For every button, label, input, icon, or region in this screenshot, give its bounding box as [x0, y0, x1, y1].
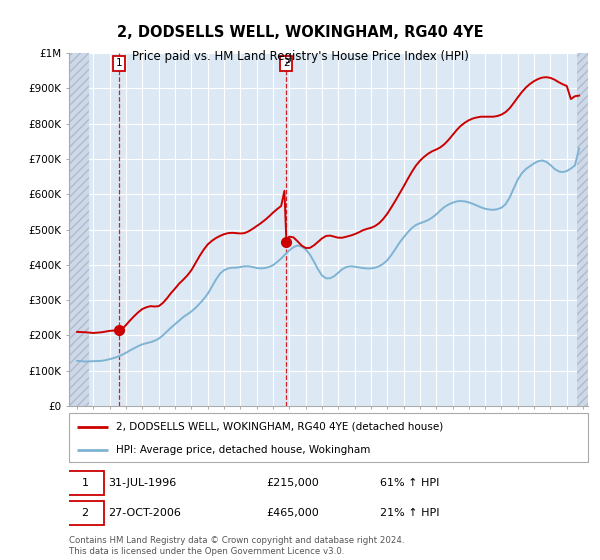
Bar	[577, 53, 588, 406]
Text: £215,000: £215,000	[266, 478, 319, 488]
Text: Contains HM Land Registry data © Crown copyright and database right 2024.
This d: Contains HM Land Registry data © Crown c…	[69, 536, 404, 556]
Text: 1: 1	[82, 478, 89, 488]
FancyBboxPatch shape	[67, 501, 104, 525]
Text: 31-JUL-1996: 31-JUL-1996	[108, 478, 176, 488]
Text: HPI: Average price, detached house, Wokingham: HPI: Average price, detached house, Woki…	[116, 445, 370, 455]
Text: £465,000: £465,000	[266, 508, 319, 518]
Text: 21% ↑ HPI: 21% ↑ HPI	[380, 508, 440, 518]
FancyBboxPatch shape	[69, 413, 588, 462]
Text: 2, DODSELLS WELL, WOKINGHAM, RG40 4YE (detached house): 2, DODSELLS WELL, WOKINGHAM, RG40 4YE (d…	[116, 422, 443, 432]
Text: 2: 2	[82, 508, 89, 518]
Text: 61% ↑ HPI: 61% ↑ HPI	[380, 478, 440, 488]
FancyBboxPatch shape	[67, 471, 104, 495]
Text: 1: 1	[116, 58, 122, 68]
Text: Price paid vs. HM Land Registry's House Price Index (HPI): Price paid vs. HM Land Registry's House …	[131, 50, 469, 63]
Text: 2, DODSELLS WELL, WOKINGHAM, RG40 4YE: 2, DODSELLS WELL, WOKINGHAM, RG40 4YE	[116, 25, 484, 40]
Text: 2: 2	[283, 58, 290, 68]
Bar	[69, 53, 89, 406]
Text: 27-OCT-2006: 27-OCT-2006	[108, 508, 181, 518]
